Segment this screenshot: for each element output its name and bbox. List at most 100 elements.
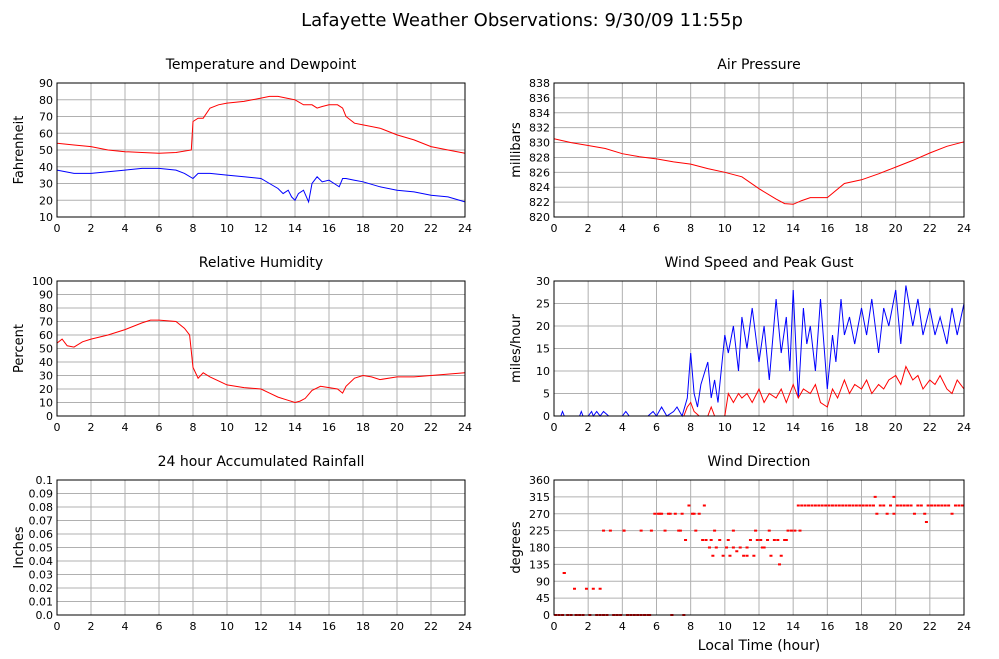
data-point: [827, 504, 831, 507]
data-point: [760, 546, 764, 549]
x-tick-label: 24: [957, 421, 971, 434]
x-tick-label: 6: [653, 421, 660, 434]
data-point: [707, 546, 711, 549]
y-tick-label: 180: [529, 542, 550, 555]
y-tick-label: 0.04: [29, 555, 54, 568]
x-tick-label: 4: [619, 620, 626, 633]
y-tick-label: 826: [529, 166, 550, 179]
x-tick-label: 10: [718, 222, 732, 235]
y-tick-label: 20: [536, 320, 550, 333]
x-tick-label: 18: [855, 620, 869, 633]
data-point: [924, 521, 928, 523]
data-point: [813, 504, 817, 507]
chart-panel-3: 0 2 4 6 8 10 12 14 16 18 20 22 240102030405060708090…: [12, 255, 472, 434]
data-point: [754, 529, 758, 532]
data-point: [745, 554, 749, 557]
data-point: [930, 504, 934, 507]
y-tick-label: 40: [39, 356, 53, 369]
x-tick-label: 22: [923, 620, 937, 633]
data-point: [562, 572, 566, 574]
chart-panel-6: 0 2 4 6 8 10 12 14 16 18 20 22 240459013518022527031…: [509, 454, 971, 654]
chart-panel-2: 0 2 4 6 8 10 12 14 16 18 20 22 248208228248268288308…: [509, 57, 971, 235]
x-tick-label: 10: [718, 620, 732, 633]
x-tick-label: 10: [220, 421, 234, 434]
data-point: [731, 529, 735, 532]
y-tick-label: 20: [39, 383, 53, 396]
data-point: [803, 504, 807, 507]
data-point: [591, 587, 595, 590]
y-axis-label: Inches: [12, 526, 27, 568]
data-point: [738, 546, 742, 549]
y-tick-label: 60: [39, 127, 53, 140]
x-tick-label: 4: [122, 620, 129, 633]
data-point: [666, 512, 670, 515]
x-tick-label: 22: [923, 222, 937, 235]
chart-title: Wind Direction: [708, 454, 811, 470]
data-point: [899, 504, 903, 507]
data-point: [800, 504, 804, 507]
x-tick-label: 10: [718, 421, 732, 434]
y-tick-label: 0.09: [29, 488, 54, 501]
x-tick-label: 4: [122, 222, 129, 235]
y-tick-label: 10: [536, 365, 550, 378]
data-point: [767, 529, 771, 532]
y-tick-label: 90: [39, 289, 53, 302]
y-tick-label: 80: [39, 94, 53, 107]
data-point: [721, 554, 725, 557]
x-tick-label: 14: [288, 222, 302, 235]
data-point: [677, 529, 681, 532]
x-tick-label: 24: [957, 620, 971, 633]
data-point: [690, 512, 694, 515]
chart-panel-5: 0 2 4 6 8 10 12 14 16 18 20 22 240.00.010.020.030.04…: [12, 454, 472, 633]
x-tick-label: 20: [889, 620, 903, 633]
data-point: [779, 554, 783, 557]
data-point: [602, 529, 606, 532]
y-tick-label: 70: [39, 111, 53, 124]
x-tick-label: 18: [356, 222, 370, 235]
y-tick-label: 60: [39, 329, 53, 342]
x-tick-label: 8: [190, 620, 197, 633]
y-tick-label: 70: [39, 316, 53, 329]
data-point: [926, 504, 930, 507]
y-tick-label: 30: [39, 178, 53, 191]
data-point: [692, 512, 696, 515]
x-tick-label: 16: [820, 620, 834, 633]
y-tick-label: 820: [529, 211, 550, 224]
x-tick-label: 18: [855, 421, 869, 434]
y-tick-label: 834: [529, 107, 550, 120]
x-tick-label: 8: [190, 222, 197, 235]
x-tick-label: 8: [190, 421, 197, 434]
data-point: [912, 512, 916, 515]
data-point: [725, 546, 729, 549]
data-point: [882, 504, 886, 507]
data-point: [745, 546, 749, 549]
data-point: [889, 504, 893, 507]
y-axis-label: Fahrenheit: [12, 116, 27, 185]
data-point: [865, 504, 869, 507]
x-tick-label: 10: [220, 222, 234, 235]
data-point: [873, 495, 877, 498]
data-point: [735, 550, 739, 553]
x-tick-label: 6: [156, 222, 163, 235]
data-point: [680, 512, 684, 515]
y-axis-label: degrees: [509, 521, 524, 574]
data-point: [668, 512, 672, 515]
x-tick-label: 10: [220, 620, 234, 633]
data-point: [875, 512, 879, 515]
data-point: [940, 504, 944, 507]
x-tick-label: 20: [390, 421, 404, 434]
data-point: [793, 529, 797, 532]
x-tick-label: 0: [54, 222, 61, 235]
chart-title: Air Pressure: [717, 57, 800, 73]
data-point: [854, 504, 858, 507]
y-tick-label: 225: [529, 525, 550, 538]
plot-frame: [553, 82, 965, 218]
y-tick-label: 315: [529, 491, 550, 504]
y-tick-label: 0.08: [29, 501, 54, 514]
x-tick-label: 2: [585, 421, 592, 434]
y-tick-label: 360: [529, 474, 550, 487]
y-tick-label: 828: [529, 151, 550, 164]
data-point: [704, 539, 708, 541]
